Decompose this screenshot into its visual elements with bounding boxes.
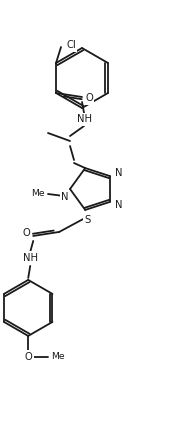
Text: N: N bbox=[61, 192, 69, 202]
Text: NH: NH bbox=[76, 114, 92, 124]
Text: NH: NH bbox=[23, 253, 38, 263]
Text: O: O bbox=[24, 352, 32, 362]
Text: O: O bbox=[85, 93, 93, 103]
Text: N: N bbox=[115, 200, 123, 210]
Text: Cl: Cl bbox=[66, 40, 76, 50]
Text: O: O bbox=[22, 228, 30, 238]
Text: S: S bbox=[84, 215, 90, 225]
Text: N: N bbox=[115, 168, 123, 178]
Text: Me: Me bbox=[51, 352, 65, 362]
Text: Me: Me bbox=[31, 190, 45, 198]
